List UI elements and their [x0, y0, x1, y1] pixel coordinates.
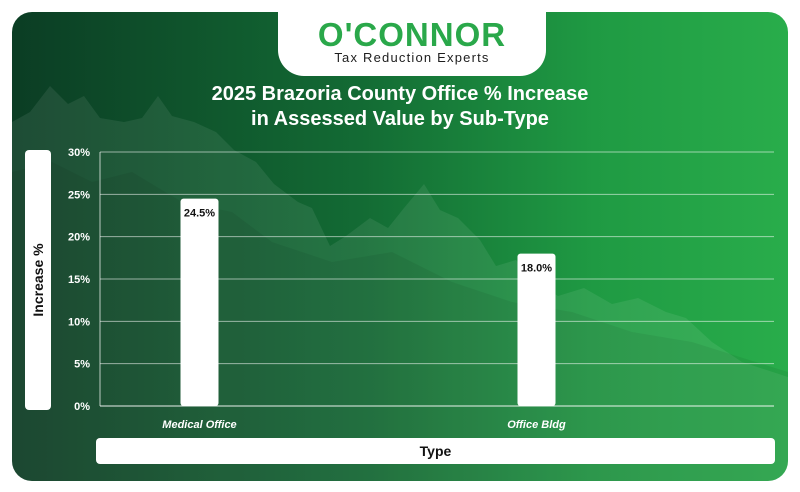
y-tick-labels: 0% 5% 10% 15% 20% 25% 30% — [68, 147, 90, 413]
y-tick-label: 0% — [74, 401, 90, 413]
logo-tab: O'CONNOR Tax Reduction Experts — [278, 12, 546, 76]
x-tick-label: Medical Office — [162, 419, 236, 431]
chart-title: 2025 Brazoria County Office % Increase i… — [12, 82, 788, 132]
y-tick-label: 30% — [68, 147, 90, 159]
data-labels: 24.5% 18.0% — [184, 208, 552, 275]
y-axis-label-box: Increase % — [25, 150, 51, 410]
brand-logo: O'CONNOR — [317, 16, 507, 53]
data-label: 18.0% — [521, 263, 552, 275]
x-tick-labels: Medical Office Office Bldg — [162, 419, 566, 431]
x-axis-label-box: Type — [96, 438, 775, 464]
y-tick-label: 5% — [74, 359, 90, 371]
y-tick-label: 10% — [68, 316, 90, 328]
y-tick-label: 15% — [68, 274, 90, 286]
chart-title-line-1: 2025 Brazoria County Office % Increase — [211, 83, 589, 105]
bars — [180, 198, 556, 406]
data-label: 24.5% — [184, 208, 215, 220]
bar — [180, 198, 219, 406]
x-axis-label: Type — [419, 443, 452, 459]
bar-chart-plot: 0% 5% 10% 15% 20% 25% 30% 24.5% 18.0% Medical O… — [68, 147, 774, 431]
y-tick-label: 20% — [68, 232, 90, 244]
brand-tagline: Tax Reduction Experts — [334, 50, 490, 65]
chart-title-line-2: in Assessed Value by Sub-Type — [251, 108, 549, 130]
y-tick-label: 25% — [68, 189, 90, 201]
chart-card: O'CONNOR Tax Reduction Experts 2025 Braz… — [12, 12, 788, 481]
x-tick-label: Office Bldg — [507, 419, 566, 431]
bar — [517, 253, 556, 406]
